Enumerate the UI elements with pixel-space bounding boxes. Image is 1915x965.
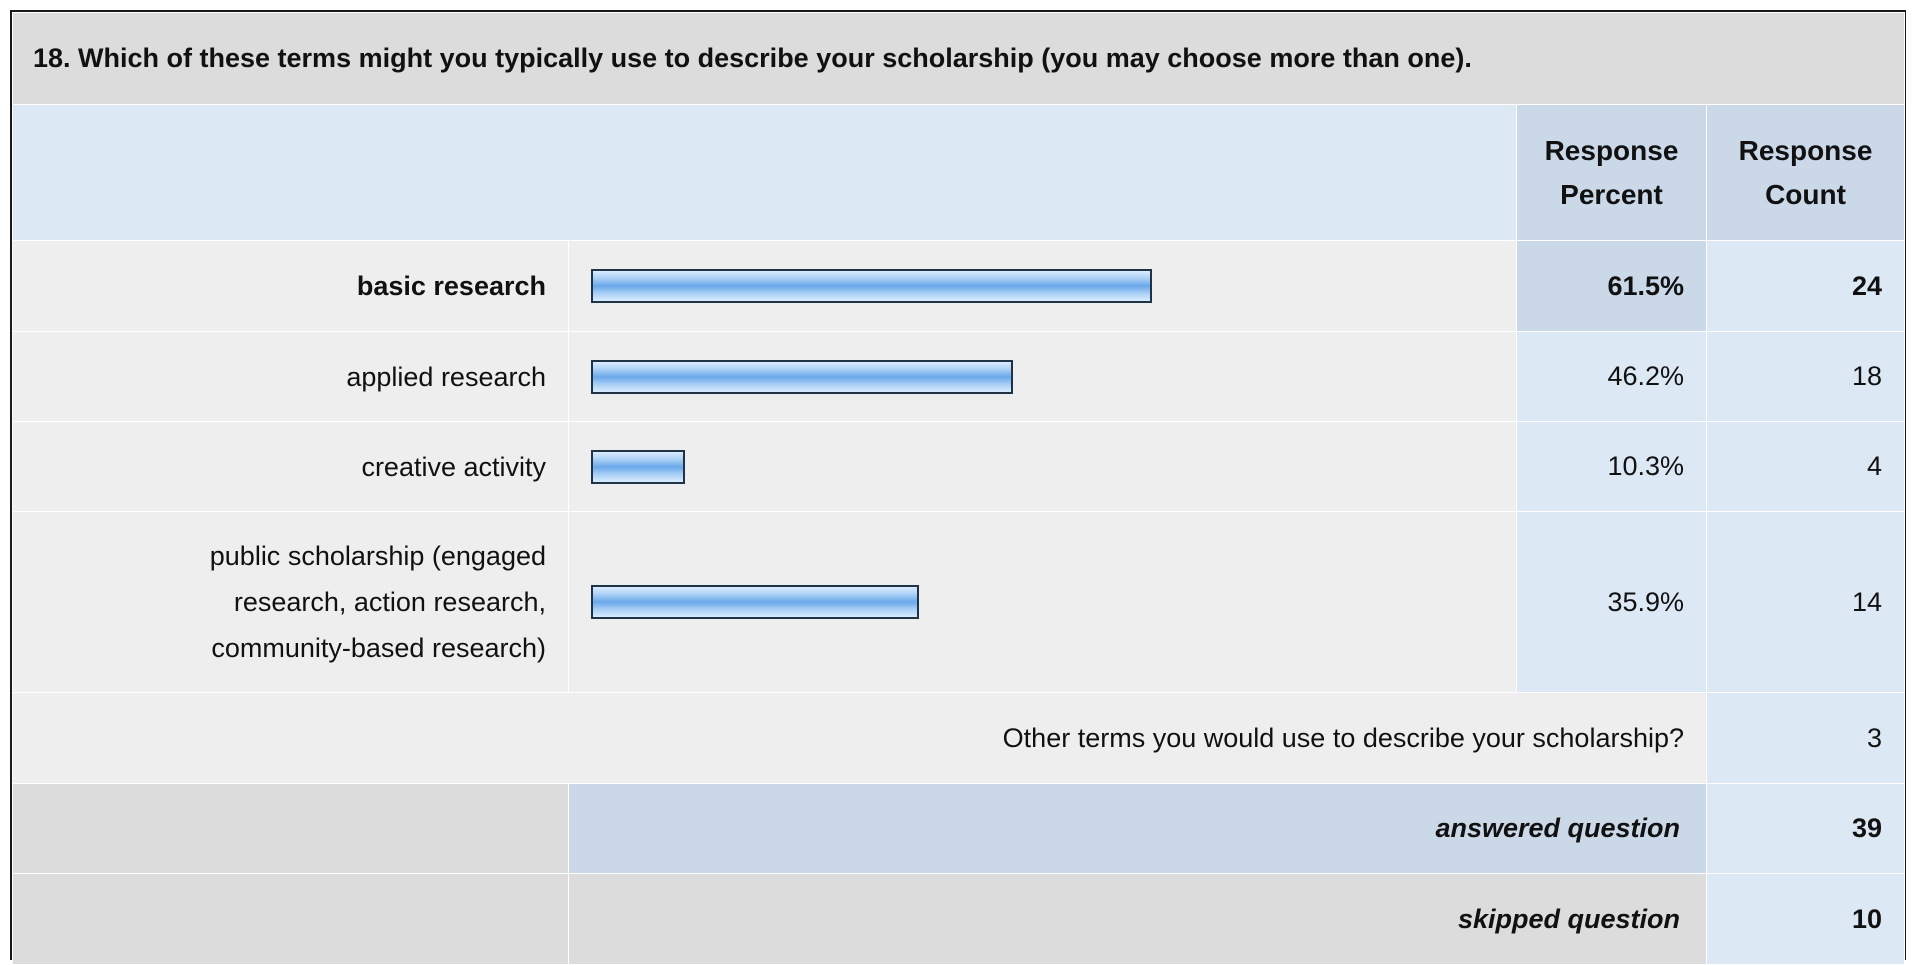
row-label-line: public scholarship (engaged [209,541,546,571]
question-title: 18. Which of these terms might you typic… [11,12,1906,105]
row-label-line: community-based research) [211,633,546,663]
response-count: 4 [1705,421,1906,512]
skipped-row: skipped question 10 [12,873,1906,965]
row-label: public scholarship (engaged research, ac… [12,511,569,693]
other-count: 3 [1705,692,1906,784]
bar-cell [568,240,1517,332]
table-row: basic research 61.5% 24 [12,240,1906,332]
other-row: Other terms you would use to describe yo… [12,692,1906,784]
header-count-line2: Count [1765,178,1846,210]
response-percent: 46.2% [1516,331,1707,422]
response-count: 24 [1705,240,1906,332]
header-response-count: Response Count [1705,104,1906,241]
answered-row: answered question 39 [12,783,1906,874]
skipped-question-label: skipped question [568,873,1707,965]
skipped-question-count: 10 [1705,873,1906,965]
results-table: 18. Which of these terms might you typic… [11,12,1906,965]
bar-cell [568,421,1517,512]
response-percent: 10.3% [1516,421,1707,512]
header-count-line1: Response [1738,134,1873,166]
bar-public-scholarship [591,585,919,619]
footer-blank [12,873,569,965]
row-label-line: research, action research, [233,587,546,617]
bar-cell [568,331,1517,422]
header-blank [12,104,1517,241]
survey-question-table: 18. Which of these terms might you typic… [10,10,1906,965]
bar-creative-activity [591,449,685,484]
row-label: basic research [12,240,569,332]
bar-basic-research [591,269,1152,303]
response-count: 14 [1705,511,1906,693]
other-terms-label: Other terms you would use to describe yo… [12,692,1707,784]
row-label: applied research [12,331,569,422]
response-percent: 61.5% [1516,240,1707,332]
bar-cell [568,511,1517,693]
answered-question-label: answered question [568,783,1707,874]
response-count: 18 [1705,331,1906,422]
footer-blank [12,783,569,874]
response-percent: 35.9% [1516,511,1707,693]
row-label: creative activity [12,421,569,512]
table-row: public scholarship (engaged research, ac… [12,511,1906,693]
header-percent-line2: Percent [1560,178,1663,210]
answered-question-count: 39 [1705,783,1906,874]
table-row: applied research 46.2% 18 [12,331,1906,422]
bar-applied-research [591,359,1013,394]
header-response-percent: Response Percent [1516,104,1707,241]
table-row: creative activity 10.3% 4 [12,421,1906,512]
header-percent-line1: Response [1544,134,1679,166]
